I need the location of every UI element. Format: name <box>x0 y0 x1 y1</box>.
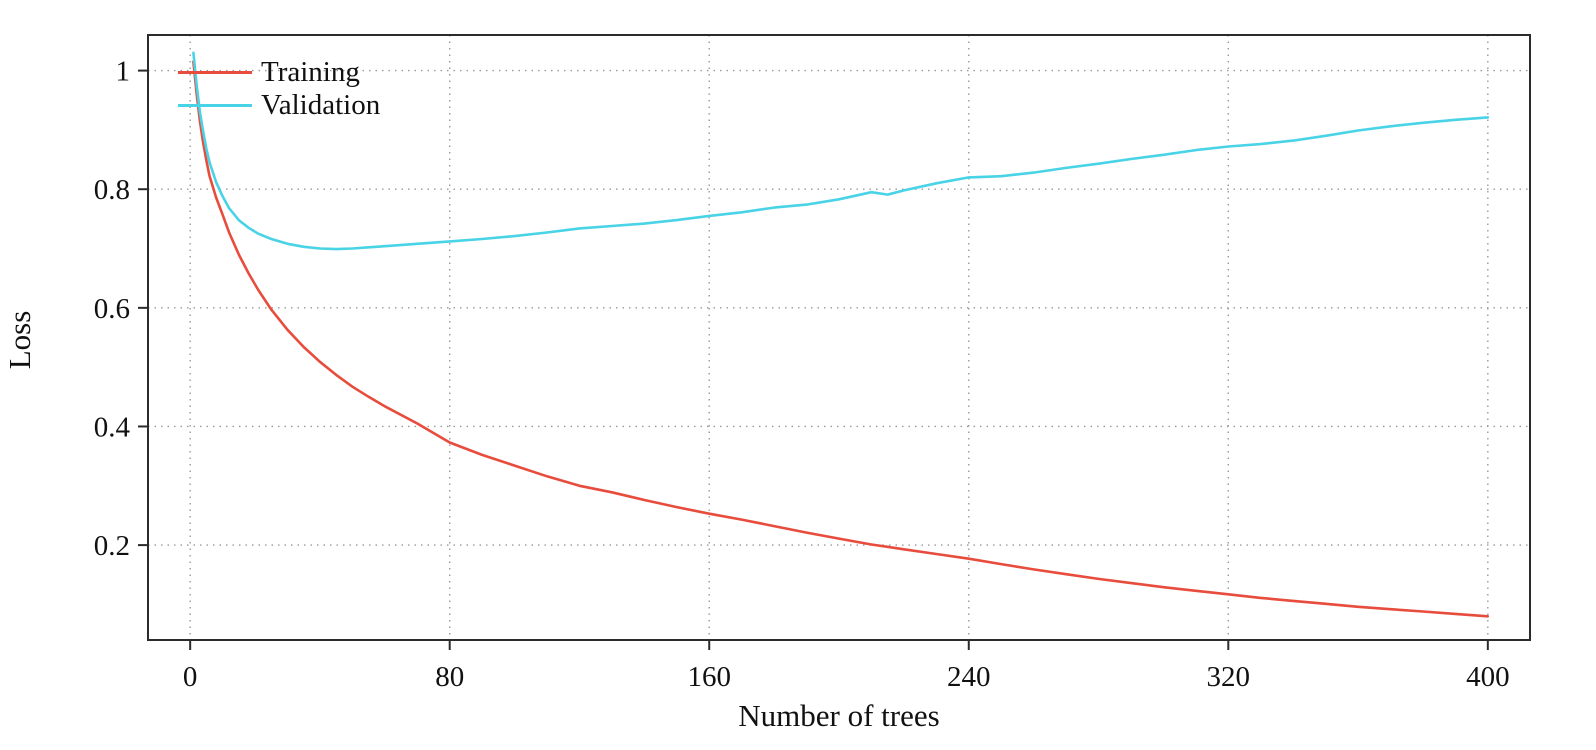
x-tick-label: 0 <box>183 661 198 693</box>
x-tick-label: 400 <box>1466 661 1510 693</box>
x-tick-label: 80 <box>435 661 464 693</box>
series-line-validation <box>192 51 1490 251</box>
series-line-training <box>192 60 1490 618</box>
legend-label-training: Training <box>261 56 360 88</box>
y-tick-label: 0.4 <box>94 411 131 443</box>
x-axis-label: Number of trees <box>738 698 940 733</box>
x-tick-label: 320 <box>1207 661 1251 693</box>
x-tick-label: 160 <box>687 661 731 693</box>
training-line-swatch <box>178 71 252 74</box>
legend-label-validation: Validation <box>261 89 381 121</box>
x-tick-label: 240 <box>947 661 991 693</box>
legend-entry-validation: Validation <box>178 89 380 122</box>
y-tick-label: 0.8 <box>94 174 130 206</box>
y-tick-label: 1 <box>116 56 131 88</box>
validation-line-swatch <box>178 104 252 107</box>
plot-border <box>147 34 1531 641</box>
chart-legend: Training Validation <box>178 56 380 122</box>
y-tick-label: 0.6 <box>94 293 130 325</box>
legend-entry-training: Training <box>178 56 380 89</box>
y-axis-label: Loss <box>2 310 37 370</box>
y-tick-label: 0.2 <box>94 530 130 562</box>
